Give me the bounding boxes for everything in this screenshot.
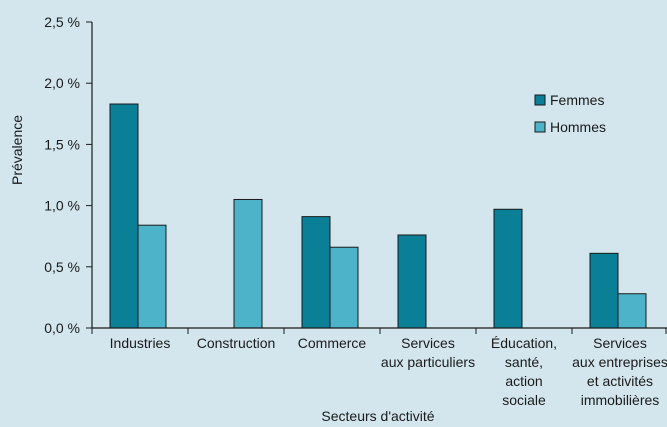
bars (109, 103, 647, 329)
y-tick-label: 1,5 % (44, 136, 80, 152)
legend-label-hommes: Hommes (550, 119, 606, 135)
x-tick-label: Éducation, santé, action sociale (491, 335, 557, 408)
y-tick-label: 0,0 % (44, 320, 80, 336)
bar-femmes-4 (493, 208, 523, 329)
bar-femmes-3 (397, 234, 427, 329)
y-tick-label: 0,5 % (44, 259, 80, 275)
y-axis-title: Prévalence (9, 115, 25, 185)
legend-swatch-femmes (534, 94, 546, 106)
x-axis-title: Secteurs d'activité (321, 408, 434, 424)
x-tick-label: Construction (197, 335, 276, 351)
axes (91, 22, 667, 329)
x-tick-label: Services aux particuliers (381, 335, 475, 370)
bar-hommes-2 (329, 246, 359, 329)
x-tick-label: Commerce (298, 335, 367, 351)
bar-femmes-0 (109, 103, 139, 329)
y-tick-label: 1,0 % (44, 198, 80, 214)
y-axis: 0,0 % 0,5 % 1,0 % 1,5 % 2,0 % 2,5 % (44, 14, 92, 336)
bar-hommes-1 (233, 198, 263, 329)
bar-femmes-5 (589, 252, 619, 329)
legend-swatch-hommes (534, 121, 546, 133)
bar-hommes-0 (137, 224, 167, 329)
x-tick-label: Industries (110, 335, 171, 351)
bar-hommes-5 (617, 293, 647, 329)
legend-label-femmes: Femmes (550, 92, 604, 108)
y-tick-label: 2,0 % (44, 75, 80, 91)
x-tick-label: Services aux entreprises et activités immob… (572, 335, 667, 408)
x-axis: Industries Construction Commerce Services au… (91, 328, 667, 408)
legend: Femmes Hommes (534, 92, 606, 135)
bar-femmes-2 (301, 216, 331, 329)
y-tick-label: 2,5 % (44, 14, 80, 30)
